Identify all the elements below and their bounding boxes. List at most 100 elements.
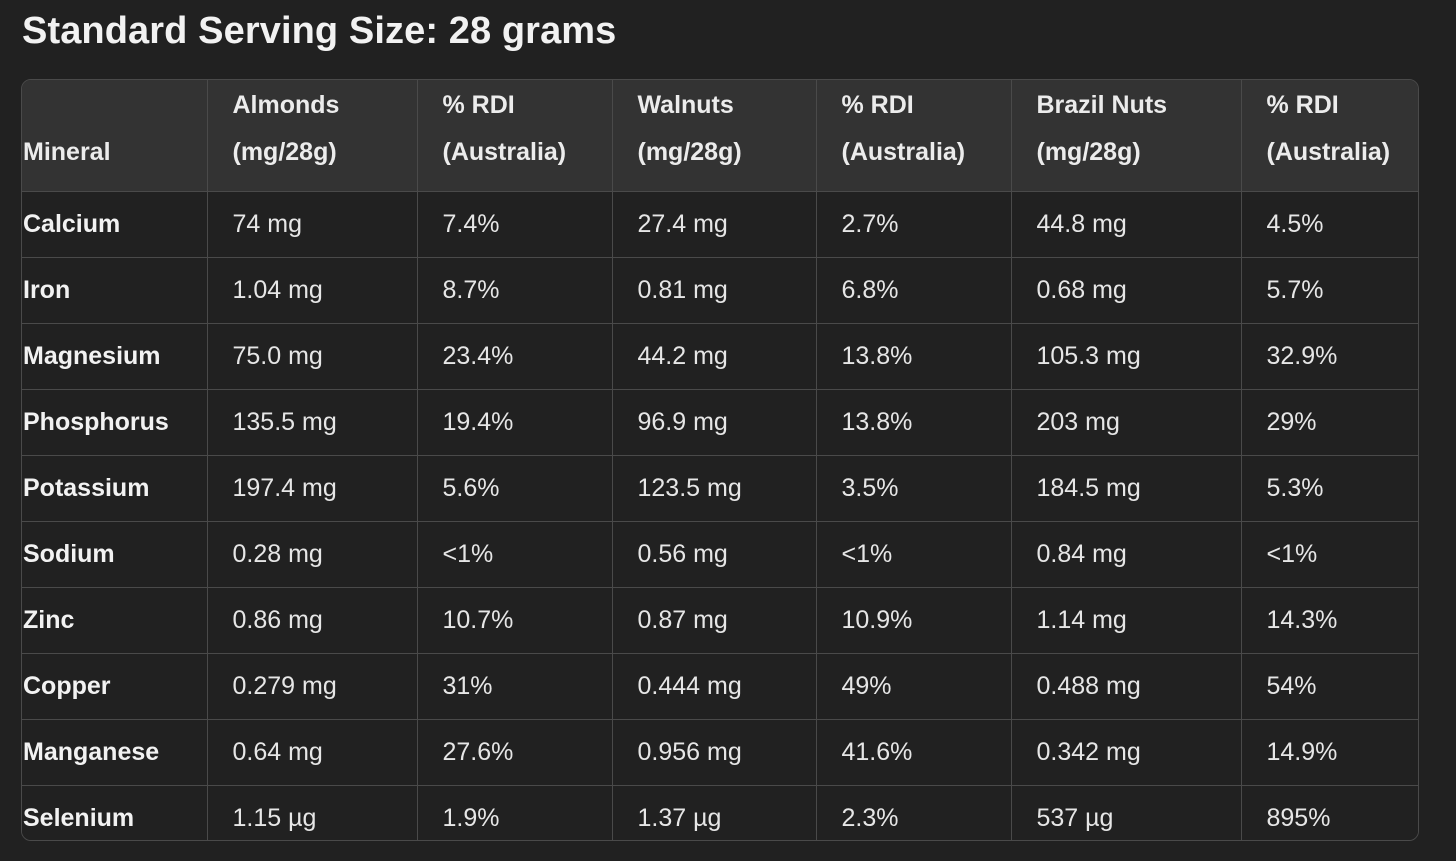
walnuts-value: 44.2 mg bbox=[612, 323, 817, 390]
brazil-nuts-value: 0.68 mg bbox=[1011, 257, 1242, 324]
table-row: Calcium 74 mg 7.4% 27.4 mg 2.7% 44.8 mg 4.5% bbox=[22, 191, 1418, 258]
almonds-rdi: <1% bbox=[417, 521, 613, 588]
header-almonds: Almonds (mg/28g) bbox=[207, 80, 418, 192]
almonds-value: 75.0 mg bbox=[207, 323, 418, 390]
table-row: Magnesium 75.0 mg 23.4% 44.2 mg 13.8% 105.3 m… bbox=[22, 323, 1418, 390]
almonds-rdi: 31% bbox=[417, 653, 613, 720]
almonds-value: 135.5 mg bbox=[207, 389, 418, 456]
brazil-nuts-value: 0.488 mg bbox=[1011, 653, 1242, 720]
brazil-nuts-rdi: 32.9% bbox=[1241, 323, 1418, 390]
walnuts-value: 0.956 mg bbox=[612, 719, 817, 786]
mineral-name: Potassium bbox=[22, 455, 208, 522]
mineral-name: Copper bbox=[22, 653, 208, 720]
table-header: Mineral Almonds (mg/28g) % RDI (Australia) Wa… bbox=[22, 80, 1418, 192]
mineral-table-container: Mineral Almonds (mg/28g) % RDI (Australia) Wa… bbox=[21, 79, 1419, 841]
almonds-value: 0.28 mg bbox=[207, 521, 418, 588]
almonds-value: 74 mg bbox=[207, 191, 418, 258]
table-row: Manganese 0.64 mg 27.6% 0.956 mg 41.6% 0.342 … bbox=[22, 719, 1418, 786]
walnuts-value: 27.4 mg bbox=[612, 191, 817, 258]
brazil-nuts-value: 203 mg bbox=[1011, 389, 1242, 456]
almonds-rdi: 23.4% bbox=[417, 323, 613, 390]
column-header-line: % RDI bbox=[442, 90, 515, 119]
walnuts-rdi: 2.3% bbox=[816, 785, 1012, 840]
column-header-line: Brazil Nuts bbox=[1036, 90, 1168, 119]
almonds-rdi: 27.6% bbox=[417, 719, 613, 786]
walnuts-value: 96.9 mg bbox=[612, 389, 817, 456]
brazil-nuts-rdi: 14.9% bbox=[1241, 719, 1418, 786]
walnuts-rdi: 2.7% bbox=[816, 191, 1012, 258]
column-header-line: Walnuts bbox=[637, 90, 734, 119]
almonds-rdi: 7.4% bbox=[417, 191, 613, 258]
column-header-line: % RDI bbox=[1266, 90, 1339, 119]
almonds-rdi: 1.9% bbox=[417, 785, 613, 840]
table-row: Selenium 1.15 µg 1.9% 1.37 µg 2.3% 537 µg 895% bbox=[22, 785, 1418, 840]
brazil-nuts-value: 105.3 mg bbox=[1011, 323, 1242, 390]
walnuts-rdi: 10.9% bbox=[816, 587, 1012, 654]
column-header-line: (Australia) bbox=[1266, 137, 1391, 166]
column-header-line: (mg/28g) bbox=[232, 137, 337, 166]
column-header-line: (mg/28g) bbox=[1036, 137, 1141, 166]
almonds-value: 1.04 mg bbox=[207, 257, 418, 324]
walnuts-rdi: 49% bbox=[816, 653, 1012, 720]
column-header-line: % RDI bbox=[841, 90, 914, 119]
walnuts-rdi: 13.8% bbox=[816, 323, 1012, 390]
table-row: Copper 0.279 mg 31% 0.444 mg 49% 0.488 mg 54% bbox=[22, 653, 1418, 720]
table-row: Zinc 0.86 mg 10.7% 0.87 mg 10.9% 1.14 mg 14.3% bbox=[22, 587, 1418, 654]
table-row: Sodium 0.28 mg <1% 0.56 mg <1% 0.84 mg <1% bbox=[22, 521, 1418, 588]
brazil-nuts-value: 1.14 mg bbox=[1011, 587, 1242, 654]
walnuts-rdi: 13.8% bbox=[816, 389, 1012, 456]
walnuts-rdi: 41.6% bbox=[816, 719, 1012, 786]
column-header-line: (Australia) bbox=[442, 137, 567, 166]
brazil-nuts-rdi: 895% bbox=[1241, 785, 1418, 840]
walnuts-value: 0.87 mg bbox=[612, 587, 817, 654]
almonds-rdi: 5.6% bbox=[417, 455, 613, 522]
almonds-value: 0.86 mg bbox=[207, 587, 418, 654]
almonds-rdi: 19.4% bbox=[417, 389, 613, 456]
walnuts-rdi: 3.5% bbox=[816, 455, 1012, 522]
brazil-nuts-value: 184.5 mg bbox=[1011, 455, 1242, 522]
brazil-nuts-value: 537 µg bbox=[1011, 785, 1242, 840]
mineral-name: Phosphorus bbox=[22, 389, 208, 456]
header-brazil-nuts: Brazil Nuts (mg/28g) bbox=[1011, 80, 1242, 192]
almonds-rdi: 8.7% bbox=[417, 257, 613, 324]
mineral-name: Manganese bbox=[22, 719, 208, 786]
brazil-nuts-value: 0.342 mg bbox=[1011, 719, 1242, 786]
column-header-line: Mineral bbox=[23, 137, 111, 166]
brazil-nuts-rdi: 4.5% bbox=[1241, 191, 1418, 258]
walnuts-rdi: 6.8% bbox=[816, 257, 1012, 324]
brazil-nuts-rdi: 5.3% bbox=[1241, 455, 1418, 522]
table-row: Phosphorus 135.5 mg 19.4% 96.9 mg 13.8% 203 m… bbox=[22, 389, 1418, 456]
walnuts-rdi: <1% bbox=[816, 521, 1012, 588]
walnuts-value: 0.56 mg bbox=[612, 521, 817, 588]
brazil-nuts-value: 0.84 mg bbox=[1011, 521, 1242, 588]
brazil-nuts-rdi: <1% bbox=[1241, 521, 1418, 588]
almonds-value: 0.279 mg bbox=[207, 653, 418, 720]
header-almonds-rdi: % RDI (Australia) bbox=[417, 80, 613, 192]
mineral-name: Sodium bbox=[22, 521, 208, 588]
table-row: Potassium 197.4 mg 5.6% 123.5 mg 3.5% 184.5 m… bbox=[22, 455, 1418, 522]
header-walnuts-rdi: % RDI (Australia) bbox=[816, 80, 1012, 192]
mineral-name: Selenium bbox=[22, 785, 208, 840]
brazil-nuts-rdi: 54% bbox=[1241, 653, 1418, 720]
almonds-value: 197.4 mg bbox=[207, 455, 418, 522]
brazil-nuts-value: 44.8 mg bbox=[1011, 191, 1242, 258]
almonds-value: 1.15 µg bbox=[207, 785, 418, 840]
header-walnuts: Walnuts (mg/28g) bbox=[612, 80, 817, 192]
walnuts-value: 1.37 µg bbox=[612, 785, 817, 840]
almonds-value: 0.64 mg bbox=[207, 719, 418, 786]
brazil-nuts-rdi: 29% bbox=[1241, 389, 1418, 456]
almonds-rdi: 10.7% bbox=[417, 587, 613, 654]
walnuts-value: 123.5 mg bbox=[612, 455, 817, 522]
brazil-nuts-rdi: 5.7% bbox=[1241, 257, 1418, 324]
table-body: Calcium 74 mg 7.4% 27.4 mg 2.7% 44.8 mg 4.5% Ir… bbox=[22, 191, 1418, 840]
mineral-name: Iron bbox=[22, 257, 208, 324]
column-header-line: Almonds bbox=[232, 90, 340, 119]
mineral-name: Magnesium bbox=[22, 323, 208, 390]
header-brazil-nuts-rdi: % RDI (Australia) bbox=[1241, 80, 1418, 192]
mineral-name: Zinc bbox=[22, 587, 208, 654]
page-title: Standard Serving Size: 28 grams bbox=[22, 10, 617, 52]
mineral-table: Mineral Almonds (mg/28g) % RDI (Australia) Wa… bbox=[22, 80, 1418, 840]
header-row: Mineral Almonds (mg/28g) % RDI (Australia) Wa… bbox=[22, 80, 1418, 192]
walnuts-value: 0.81 mg bbox=[612, 257, 817, 324]
header-mineral: Mineral bbox=[22, 80, 208, 192]
